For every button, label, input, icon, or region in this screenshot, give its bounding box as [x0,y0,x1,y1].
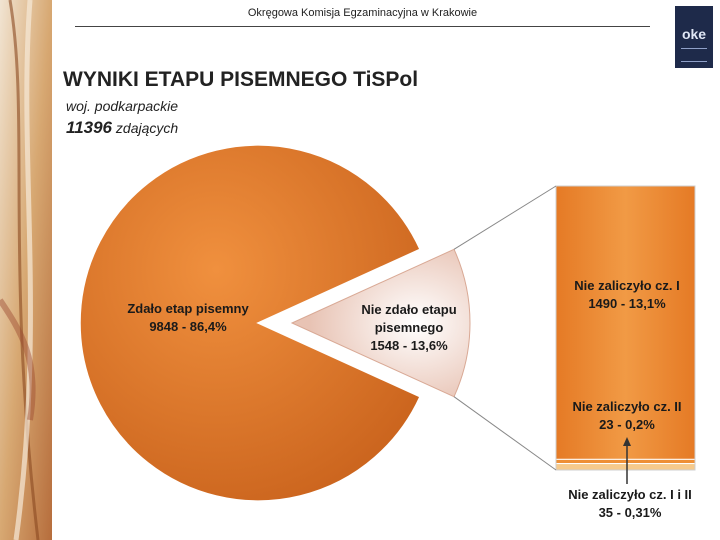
bar-segment-2 [555,458,696,465]
bar-label-both-value: 35 - 0,31% [598,505,662,520]
slice-label-pass: Zdało etap pisemny 9848 - 86,4% [118,300,258,336]
bar-label-part1-title: Nie zaliczyło cz. I [574,278,680,293]
slice-label-fail-title2: pisemnego [374,320,444,335]
slice-label-fail-title: Nie zdało etapu [361,302,457,317]
bar-label-both-title: Nie zaliczyło cz. I i II [568,487,692,502]
slice-label-pass-title: Zdało etap pisemny [127,301,249,316]
slice-label-pass-value: 9848 - 86,4% [149,319,227,334]
pie-slice-pass [79,144,422,502]
connector-line-bottom [453,396,557,471]
bar-label-both-parts: Nie zaliczyło cz. I i II 35 - 0,31% [556,486,704,522]
bar-label-part1-value: 1490 - 13,1% [588,296,666,311]
pie-slice-fail [290,248,471,398]
pointer-arrow-head [623,437,631,446]
page-title: WYNIKI ETAPU PISEMNEGO TiSPol [63,68,419,91]
region-subtitle: woj. podkarpackie [66,98,179,114]
slice-label-fail-value: 1548 - 13,6% [370,338,448,353]
logo-lines [681,48,707,62]
slice-label-fail: Nie zdało etapu pisemnego 1548 - 13,6% [346,301,472,355]
institution-header: Okręgowa Komisja Egzaminacyjna w Krakowi… [75,6,650,27]
bar-label-part1: Nie zaliczyło cz. I 1490 - 13,1% [558,277,696,313]
bar-label-part2-value: 23 - 0,2% [599,417,655,432]
bar-segment-1 [555,185,696,460]
logo-mark: oke [681,26,707,42]
bar-label-part2-title: Nie zaliczyło cz. II [572,399,682,414]
bar-segment-3 [555,463,696,471]
bar-label-part2: Nie zaliczyło cz. II 23 - 0,2% [558,398,696,434]
total-count: 11396 [66,118,113,137]
bar-outline [555,185,696,471]
institution-logo: oke [675,6,713,68]
total-subtitle: 11396 zdających [66,118,178,138]
decorative-side-image [0,0,52,540]
connector-line-top [453,185,557,250]
total-unit: zdających [115,120,179,136]
